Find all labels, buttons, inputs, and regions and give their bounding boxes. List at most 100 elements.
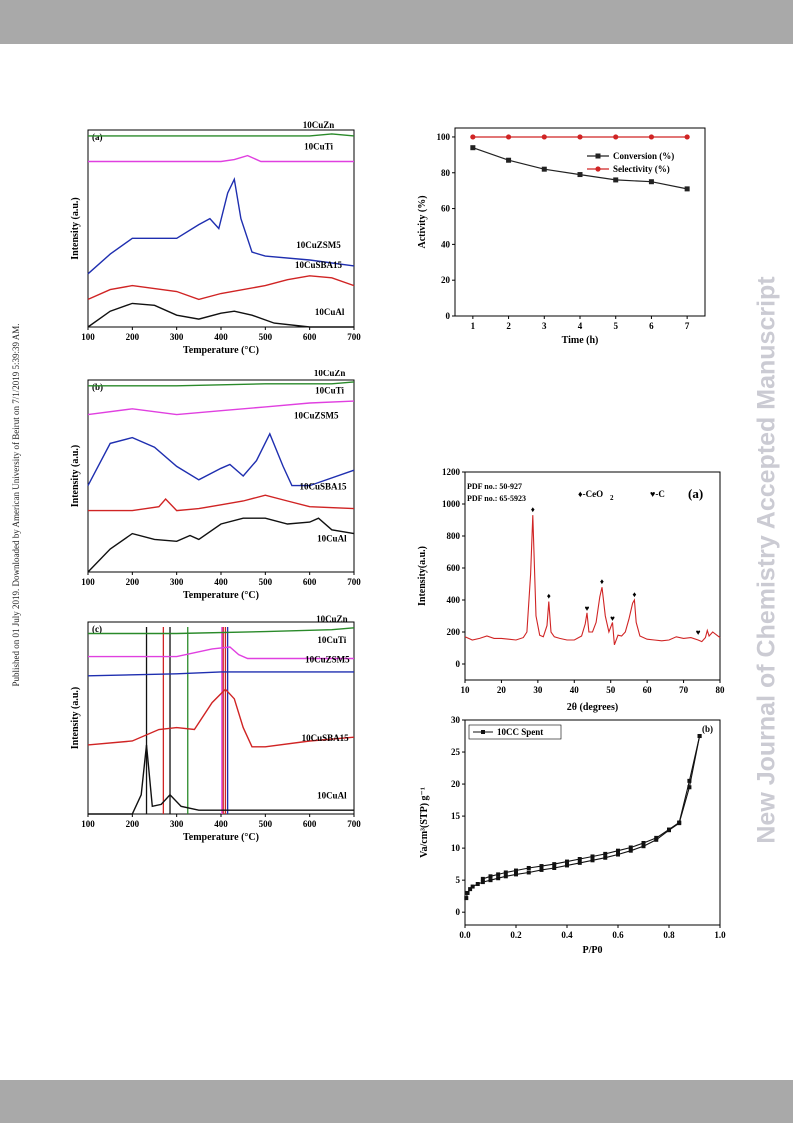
y-axis-label: Intensity(a.u.) [417,546,428,606]
xrd-line [464,515,721,645]
series-line [87,517,355,573]
x-tick-label: 80 [716,685,726,695]
x-tick-label: 500 [259,577,273,587]
x-tick-label: 300 [170,577,184,587]
peak-marker: ♦ [531,505,535,514]
series-line [87,302,354,328]
tpr-panel-a: 100 200 300 400 500 600 700 Temperature (°C) Int… [70,120,361,356]
legend-label: Conversion (%) [613,151,674,161]
x-tick-label: 4 [578,321,583,331]
pdf-reference: PDF no.: 65-5923 [467,494,526,503]
x-tick-label: 1.0 [714,930,726,940]
x-tick-label: 2 [506,321,511,331]
x-tick-label: 30 [533,685,543,695]
data-point [687,785,692,790]
x-tick-label: 400 [214,819,228,829]
x-tick-label: 100 [81,577,95,587]
data-point [480,876,485,881]
x-tick-label: 400 [214,577,228,587]
legend-marker [481,730,485,734]
x-axis-label: P/P0 [583,945,603,956]
y-tick-label: 10 [451,843,461,853]
data-point [514,868,518,873]
x-tick-label: 300 [170,819,184,829]
x-tick-label: 500 [259,332,273,342]
plot-frame [87,621,355,815]
data-point [577,134,583,140]
data-point [506,157,512,163]
series-label: 10CuSBA15 [302,733,350,743]
data-point [628,845,633,850]
series-line [88,744,354,815]
x-tick-label: 50 [606,685,616,695]
series-line [87,275,355,301]
data-point [480,880,485,885]
x-tick-label: 3 [542,321,547,331]
series-label: 10CuZSM5 [296,240,341,250]
data-point [496,872,501,877]
x-tick-label: 1 [471,321,476,331]
y-tick-label: 0 [456,659,461,669]
series-label: 10CuSBA15 [295,260,343,270]
x-tick-label: 600 [303,332,317,342]
data-point [667,827,671,832]
legend-ceo2: ♦-CeO [578,489,603,499]
data-point [697,734,702,739]
header-band [0,0,793,44]
x-tick-label: 700 [347,577,361,587]
y-tick-label: 80 [441,168,451,178]
pdf-reference: PDF no.: 50-927 [467,482,522,491]
legend-marker [595,166,601,172]
data-point [539,864,544,869]
y-tick-label: 25 [451,747,461,757]
data-point [514,872,518,877]
data-point [470,134,476,140]
data-point [628,848,633,853]
data-point [603,851,608,856]
x-tick-label: 300 [170,332,184,342]
y-tick-label: 15 [451,811,461,821]
y-tick-label: 100 [437,132,451,142]
x-axis-label: Temperature (°C) [183,832,259,843]
series-line [87,688,355,748]
data-point [616,852,620,857]
series-label: 10CuTi [304,142,333,152]
y-tick-label: 1200 [442,467,461,477]
data-point [465,890,470,895]
x-tick-label: 0.4 [561,930,573,940]
data-point [503,870,508,875]
y-tick-label: 40 [441,239,451,249]
x-tick-label: 200 [126,819,140,829]
peak-marker: ♦ [632,590,636,599]
series-label: 10CuZSM5 [294,410,339,420]
y-tick-label: 30 [451,715,461,725]
series-label: 10CuSBA15 [299,481,347,491]
x-tick-label: 100 [81,332,95,342]
series-label: 10CuTi [317,635,346,645]
x-tick-label: 20 [497,685,507,695]
y-axis-label: Intensity (a.u.) [70,687,81,750]
series-label: 10CuAl [315,307,345,317]
series-line [88,381,355,387]
data-point [503,874,508,879]
x-tick-label: 100 [81,819,95,829]
y-tick-label: 200 [447,627,461,637]
data-point [577,860,582,865]
tpr-panel-c: 100 200 300 400 500 600 700 Temperature (°C) Int… [70,614,361,843]
series-label: 10CuZn [314,370,346,378]
y-axis-label: Intensity (a.u.) [70,445,81,508]
data-point [565,863,569,868]
y-tick-label: 400 [447,595,461,605]
y-tick-label: 20 [441,275,451,285]
data-point [539,867,544,872]
legend-label: 10CC Spent [497,727,543,737]
series-line [88,133,355,137]
data-point [475,882,480,886]
data-point [641,841,646,845]
legend-marker [595,153,601,159]
activity-chart: 1 2 3 4 5 6 7 0 20 40 60 80 100 Time (h) Activity (%) C… [417,127,706,346]
series-label: 10CuZn [316,614,348,624]
series-line [87,671,354,677]
data-point [603,855,608,860]
data-point [488,878,493,883]
